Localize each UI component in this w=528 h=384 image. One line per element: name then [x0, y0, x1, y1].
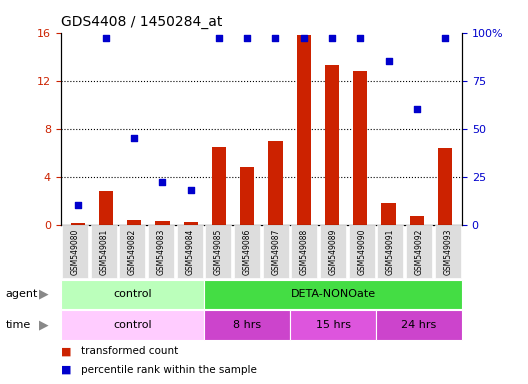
Point	[130, 135, 138, 141]
Bar	[297, 35, 311, 225]
Point	[102, 35, 110, 41]
Text: GSM549081: GSM549081	[99, 228, 108, 275]
Text: time: time	[5, 320, 31, 330]
Bar	[410, 216, 424, 225]
Text: GSM549085: GSM549085	[214, 228, 223, 275]
Text: 24 hrs: 24 hrs	[401, 320, 437, 330]
Text: GSM549080: GSM549080	[71, 228, 80, 275]
Text: ▶: ▶	[39, 319, 48, 331]
Text: GSM549092: GSM549092	[414, 228, 423, 275]
Text: GSM549082: GSM549082	[128, 228, 137, 275]
Text: GSM549093: GSM549093	[443, 228, 452, 275]
Point	[186, 187, 195, 193]
Text: GDS4408 / 1450284_at: GDS4408 / 1450284_at	[61, 15, 222, 29]
Bar	[127, 220, 142, 225]
Point	[215, 35, 223, 41]
Text: ▶: ▶	[39, 288, 48, 301]
Text: ■: ■	[61, 365, 71, 375]
Text: GSM549091: GSM549091	[386, 228, 395, 275]
Bar	[268, 141, 282, 225]
Point	[299, 35, 308, 41]
Point	[271, 35, 280, 41]
Bar	[240, 167, 254, 225]
Point	[384, 58, 393, 65]
Point	[243, 35, 251, 41]
Bar	[184, 222, 198, 225]
Text: GSM549084: GSM549084	[185, 228, 194, 275]
Point	[73, 202, 82, 209]
Text: control: control	[113, 320, 152, 330]
Text: GSM549083: GSM549083	[156, 228, 166, 275]
Text: GSM549090: GSM549090	[357, 228, 366, 275]
Bar	[381, 203, 395, 225]
Bar	[99, 191, 113, 225]
Point	[441, 35, 449, 41]
Text: GSM549086: GSM549086	[242, 228, 251, 275]
Point	[328, 35, 336, 41]
Text: DETA-NONOate: DETA-NONOate	[290, 289, 375, 300]
Text: GSM549087: GSM549087	[271, 228, 280, 275]
Text: GSM549088: GSM549088	[300, 228, 309, 275]
Text: 8 hrs: 8 hrs	[233, 320, 261, 330]
Text: ■: ■	[61, 346, 71, 356]
Text: percentile rank within the sample: percentile rank within the sample	[81, 365, 257, 375]
Text: 15 hrs: 15 hrs	[316, 320, 351, 330]
Text: GSM549089: GSM549089	[328, 228, 337, 275]
Point	[356, 35, 364, 41]
Bar	[325, 65, 339, 225]
Point	[158, 179, 167, 185]
Bar	[438, 148, 452, 225]
Text: agent: agent	[5, 289, 37, 300]
Bar	[353, 71, 367, 225]
Bar	[212, 147, 226, 225]
Text: control: control	[113, 289, 152, 300]
Bar	[71, 223, 84, 225]
Point	[412, 106, 421, 113]
Bar	[155, 221, 169, 225]
Text: transformed count: transformed count	[81, 346, 178, 356]
